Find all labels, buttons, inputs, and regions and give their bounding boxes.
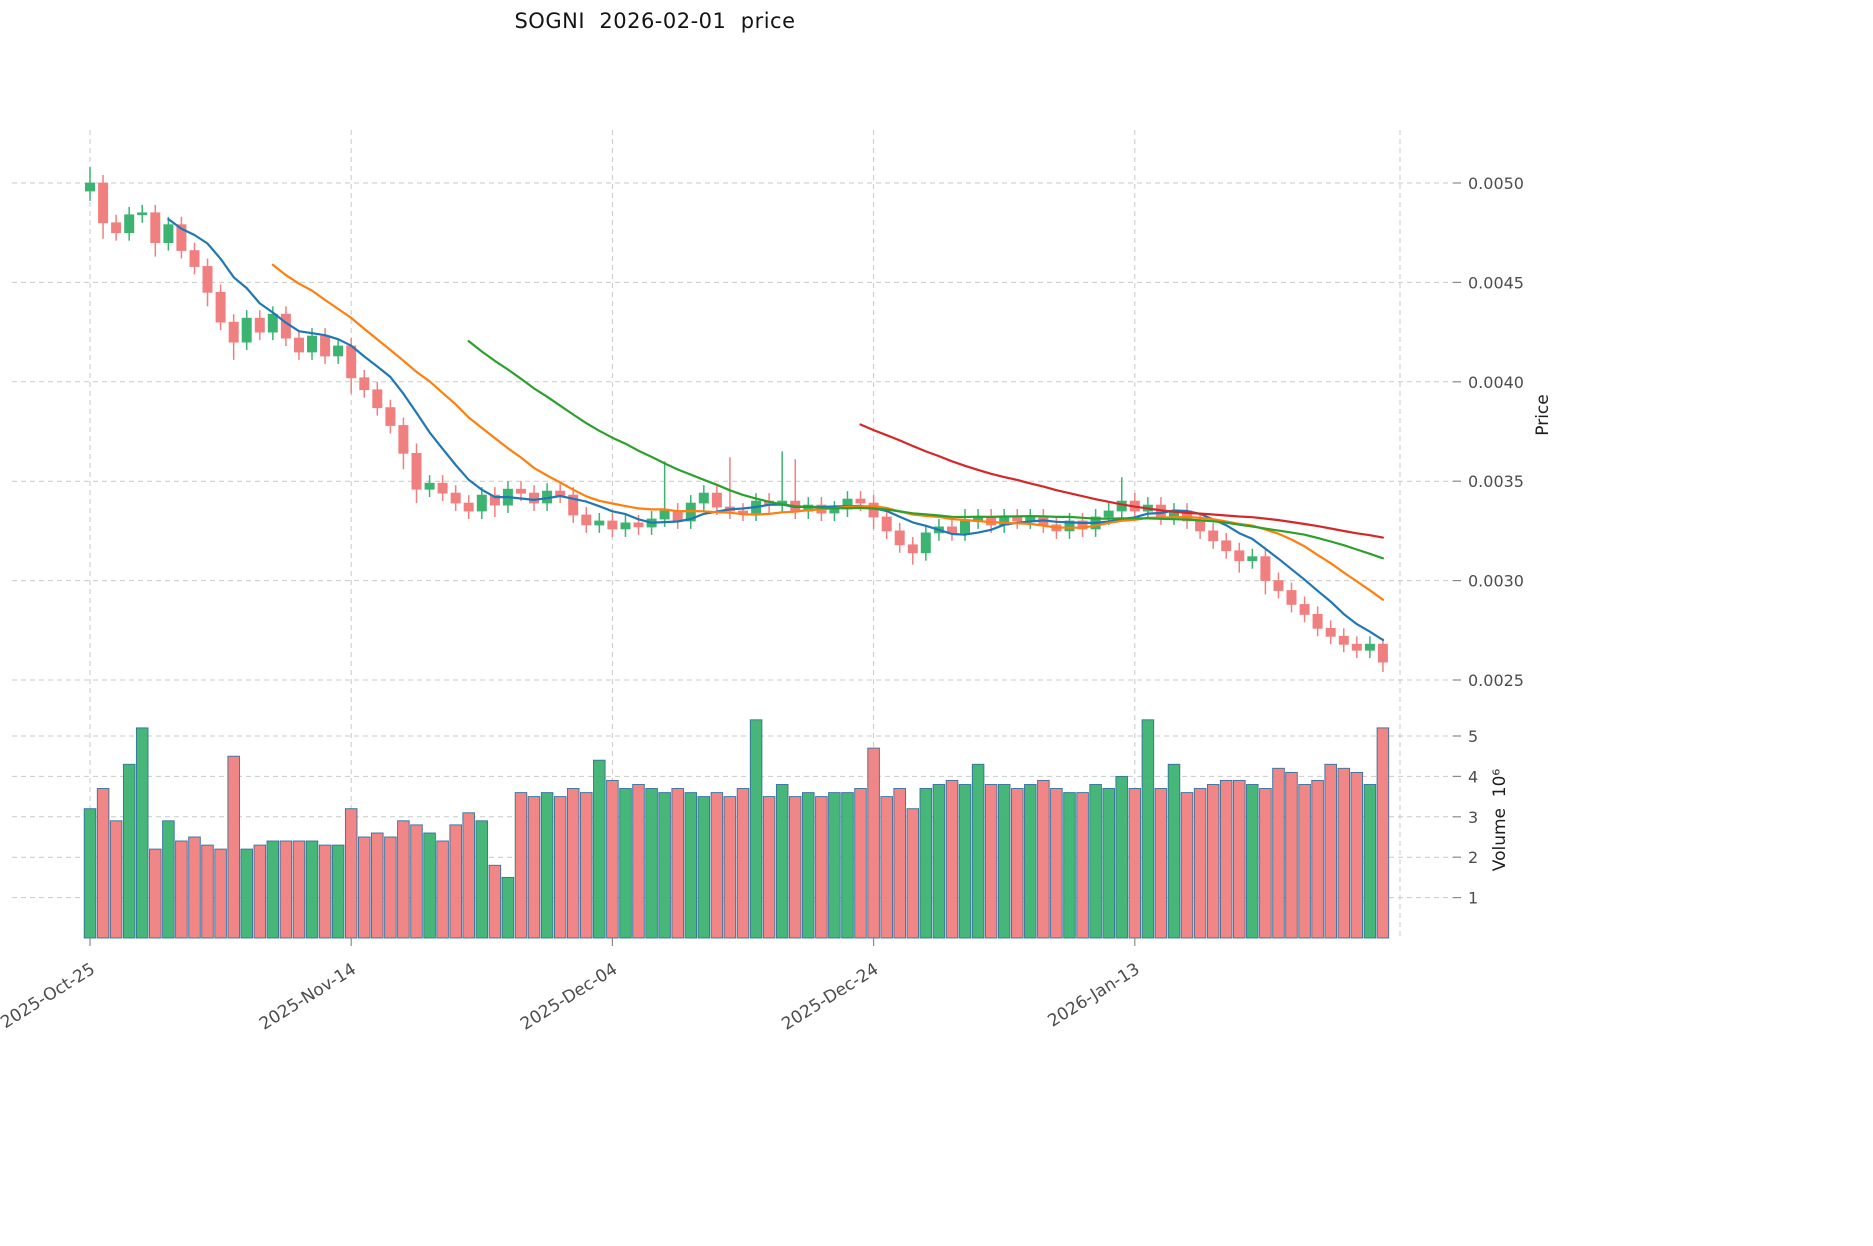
volume-axis-label: Volume 10⁶: [1490, 768, 1510, 872]
svg-text:2025-Dec-24: 2025-Dec-24: [778, 959, 882, 1034]
svg-text:0.0035: 0.0035: [1468, 472, 1524, 491]
svg-text:2025-Nov-14: 2025-Nov-14: [256, 959, 360, 1034]
svg-text:2025-Dec-04: 2025-Dec-04: [517, 959, 621, 1034]
chart-title: SOGNI 2026-02-01 price: [514, 9, 796, 33]
svg-text:2025-Oct-25: 2025-Oct-25: [0, 959, 99, 1033]
svg-text:0.0025: 0.0025: [1468, 671, 1524, 690]
svg-text:0.0050: 0.0050: [1468, 174, 1524, 193]
svg-text:2: 2: [1468, 848, 1478, 867]
price-axis-label: Price: [1533, 394, 1553, 436]
svg-text:1: 1: [1468, 889, 1478, 908]
svg-text:4: 4: [1468, 767, 1478, 786]
svg-text:3: 3: [1468, 808, 1478, 827]
svg-text:0.0030: 0.0030: [1468, 572, 1524, 591]
svg-text:0.0045: 0.0045: [1468, 273, 1524, 292]
svg-text:0.0040: 0.0040: [1468, 373, 1524, 392]
svg-text:2026-Jan-13: 2026-Jan-13: [1044, 959, 1143, 1031]
svg-text:5: 5: [1468, 727, 1478, 746]
